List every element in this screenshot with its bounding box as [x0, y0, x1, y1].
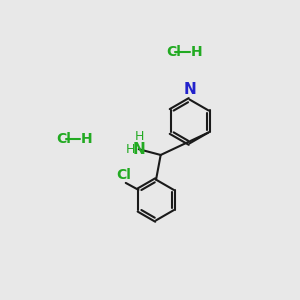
- Text: N: N: [183, 82, 196, 97]
- Text: Cl: Cl: [116, 168, 131, 182]
- Text: Cl: Cl: [57, 132, 72, 146]
- Text: H: H: [125, 143, 135, 156]
- Text: H: H: [191, 45, 202, 59]
- Text: H: H: [135, 130, 144, 143]
- Text: Cl: Cl: [167, 45, 181, 59]
- Text: H: H: [81, 132, 93, 146]
- Text: N: N: [132, 142, 145, 157]
